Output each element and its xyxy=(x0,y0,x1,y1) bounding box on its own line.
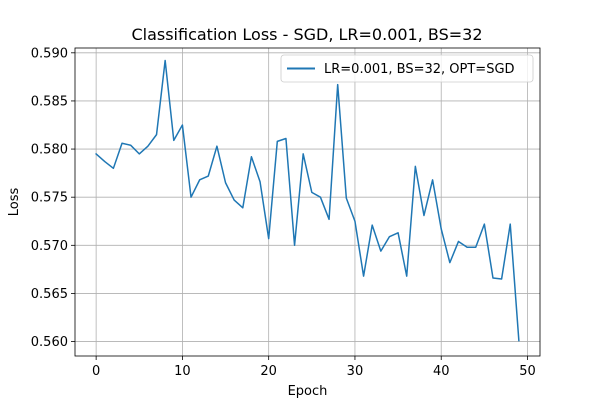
x-tick-label: 10 xyxy=(174,364,191,379)
y-tick-label: 0.585 xyxy=(31,94,68,109)
y-tick-label: 0.590 xyxy=(31,46,68,61)
series-layer xyxy=(95,59,520,342)
plot-frame xyxy=(74,47,541,357)
legend-label: LR=0.001, BS=32, OPT=SGD xyxy=(324,62,515,77)
legend-box xyxy=(280,54,534,83)
x-axis-label: Epoch xyxy=(288,384,328,399)
y-tick-label: 0.570 xyxy=(31,239,68,254)
axis-ticks: 0 10 20 30 40 50 0.560 0.565 0.570 0.575 0.580 0.58… xyxy=(31,46,536,379)
legend: LR=0.001, BS=32, OPT=SGD xyxy=(280,54,534,83)
x-tick-label: 30 xyxy=(347,364,364,379)
series-line xyxy=(95,59,520,342)
y-tick-label: 0.575 xyxy=(31,191,68,206)
x-tick-label: 20 xyxy=(260,364,277,379)
x-tick-label: 50 xyxy=(519,364,536,379)
y-tick-label: 0.560 xyxy=(31,335,68,350)
chart-title: Classification Loss - SGD, LR=0.001, BS=… xyxy=(131,25,482,44)
x-tick-label: 0 xyxy=(92,364,100,379)
y-axis-label: Loss xyxy=(7,188,22,217)
x-tick-label: 40 xyxy=(433,364,450,379)
y-tick-label: 0.565 xyxy=(31,287,68,302)
y-tick-label: 0.580 xyxy=(31,143,68,158)
grid xyxy=(75,48,540,356)
